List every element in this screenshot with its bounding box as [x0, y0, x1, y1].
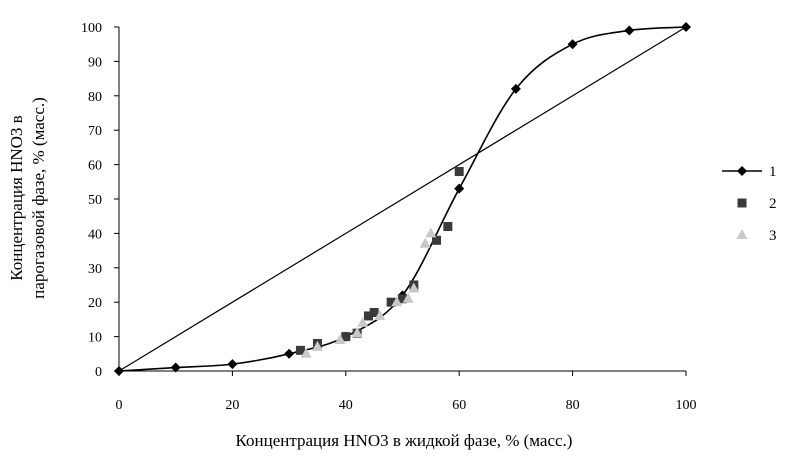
data-point [351, 327, 363, 338]
data-point [567, 39, 578, 50]
data-point [227, 359, 238, 370]
y-tick-label: 50 [88, 193, 102, 208]
data-point [681, 22, 691, 32]
y-axis-title-line2: парогазовой фазе, % (масс.) [29, 97, 48, 299]
data-point [334, 334, 346, 345]
x-tick-label: 0 [116, 398, 123, 413]
data-point [391, 296, 403, 307]
y-tick-label: 10 [88, 331, 102, 346]
data-point [624, 25, 635, 36]
x-tick-label: 40 [339, 398, 353, 413]
x-tick-label: 20 [225, 398, 239, 413]
y-tick-label: 60 [88, 159, 102, 174]
plot-area [114, 22, 691, 376]
legend-item-1: 1 [722, 164, 777, 180]
legend-item-3: 3 [736, 228, 777, 244]
data-point [357, 316, 369, 327]
data-point [425, 227, 437, 238]
data-point [386, 297, 396, 307]
series-1-line [118, 26, 687, 372]
data-point [363, 311, 373, 321]
x-tick-label: 80 [566, 398, 580, 413]
data-point [369, 308, 379, 318]
y-tick-label: 100 [81, 21, 102, 36]
legend: 1 2 3 [722, 164, 777, 244]
legend-item-2: 2 [737, 196, 777, 212]
series-1 [114, 22, 691, 376]
legend-marker [737, 198, 747, 208]
data-point [311, 340, 323, 351]
data-point [454, 166, 464, 176]
x-tick-label: 60 [452, 398, 466, 413]
series-2 [295, 166, 464, 355]
data-point [432, 235, 442, 245]
legend-marker [736, 229, 748, 239]
legend-label: 1 [769, 164, 777, 180]
y-tick-label: 80 [88, 90, 102, 105]
data-point [408, 282, 420, 293]
data-point [170, 362, 181, 373]
diagonal-line [118, 26, 687, 372]
data-point [300, 347, 312, 358]
data-point [114, 366, 124, 376]
data-point [341, 332, 351, 342]
axes: 0 20 40 60 80 100 0 10 20 30 40 50 60 70 80 90 100 [81, 21, 697, 413]
legend-label: 2 [769, 196, 777, 212]
y-tick-label: 70 [88, 124, 102, 139]
data-point [454, 183, 465, 194]
data-point [419, 237, 431, 248]
y-axis-title-line1: Концентрация HNO3 в [7, 115, 26, 280]
data-point [295, 345, 305, 355]
data-point [374, 309, 386, 320]
data-point [443, 222, 453, 232]
series-3 [300, 227, 437, 358]
data-point [402, 292, 414, 303]
y-tick-label: 0 [95, 365, 102, 380]
y-tick-label: 20 [88, 296, 102, 311]
data-point [398, 294, 407, 304]
data-point [510, 83, 521, 94]
y-tick-label: 90 [88, 55, 102, 70]
legend-marker [737, 166, 747, 176]
x-axis-title: Концентрация HNO3 в жидкой фазе, % (масс… [236, 431, 573, 450]
x-tick-label: 100 [676, 398, 697, 413]
y-tick-label: 40 [88, 227, 102, 242]
legend-label: 3 [769, 228, 777, 244]
y-tick-label: 30 [88, 262, 102, 277]
data-point [284, 348, 295, 359]
